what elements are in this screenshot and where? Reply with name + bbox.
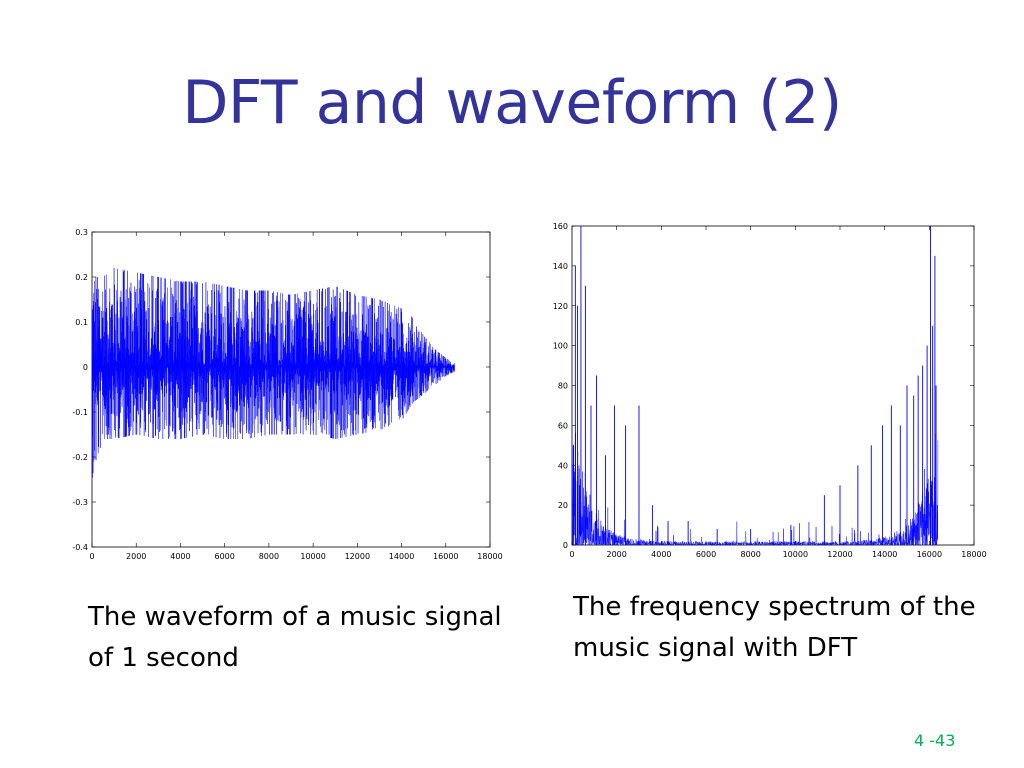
spec-y-tick-label: 120 — [553, 302, 568, 311]
spec-y-tick-label: 60 — [558, 421, 568, 430]
spec-x-tick-label: 4000 — [651, 550, 671, 559]
wave-y-tick-label: -0.2 — [72, 453, 88, 462]
spec-y-tick-label: 0 — [563, 541, 568, 550]
waveform-chart: 0 2000 4000 6000 8000 10000 12000 14000 16000 180… — [64, 220, 510, 565]
spec-x-tick-label: 6000 — [696, 550, 716, 559]
wave-x-tick-label: 12000 — [345, 552, 370, 561]
spec-x-tick-label: 18000 — [961, 550, 986, 559]
wave-x-tick-label: 8000 — [259, 552, 279, 561]
wave-x-tick-label: 4000 — [170, 552, 190, 561]
slide-title: DFT and waveform (2) — [182, 68, 842, 138]
wave-x-tick-label: 14000 — [389, 552, 414, 561]
spectrum-series-line — [571, 432, 939, 546]
wave-y-tick-label: 0.2 — [75, 273, 88, 282]
wave-x-tick-label: 0 — [89, 552, 94, 561]
spec-x-tick-label: 0 — [569, 550, 574, 559]
spec-y-tick-label: 160 — [553, 222, 568, 231]
spec-y-tick-label: 20 — [558, 501, 568, 510]
wave-y-tick-label: 0.1 — [75, 318, 88, 327]
spec-x-tick-label: 10000 — [783, 550, 808, 559]
caption-waveform: The waveform of a music signal of 1 seco… — [88, 602, 502, 673]
waveform-series-line — [91, 268, 455, 478]
spec-y-tick-label: 40 — [558, 461, 568, 470]
spec-x-tick-label: 8000 — [740, 550, 760, 559]
slide-number: 4 -43 — [914, 731, 956, 750]
spec-y-tick-label: 80 — [558, 382, 568, 391]
caption-spectrum: The frequency spectrum of the music sign… — [573, 592, 976, 663]
wave-x-tick-label: 18000 — [477, 552, 502, 561]
waveform-plot: 0 2000 4000 6000 8000 10000 12000 14000 16000 180… — [72, 228, 502, 561]
wave-y-tick-label: -0.3 — [72, 498, 88, 507]
wave-y-tick-label: -0.4 — [72, 543, 88, 552]
spec-x-tick-label: 12000 — [827, 550, 852, 559]
spec-x-tick-label: 16000 — [917, 550, 942, 559]
spectrum-plot: 0 2000 4000 6000 8000 10000 12000 14000 16000 180… — [553, 222, 987, 559]
spectrum-chart: 0 2000 4000 6000 8000 10000 12000 14000 16000 180… — [544, 214, 994, 559]
wave-y-tick-label: 0 — [83, 363, 88, 372]
spec-x-tick-label: 2000 — [606, 550, 626, 559]
spec-x-tick-label: 14000 — [872, 550, 897, 559]
wave-y-tick-label: -0.1 — [72, 408, 88, 417]
wave-x-tick-label: 16000 — [433, 552, 458, 561]
wave-x-tick-label: 2000 — [126, 552, 146, 561]
wave-y-tick-label: 0.3 — [75, 228, 88, 237]
wave-x-tick-label: 10000 — [300, 552, 325, 561]
spec-y-tick-label: 140 — [553, 262, 568, 271]
spec-y-tick-label: 100 — [553, 342, 568, 351]
wave-x-tick-label: 6000 — [214, 552, 234, 561]
